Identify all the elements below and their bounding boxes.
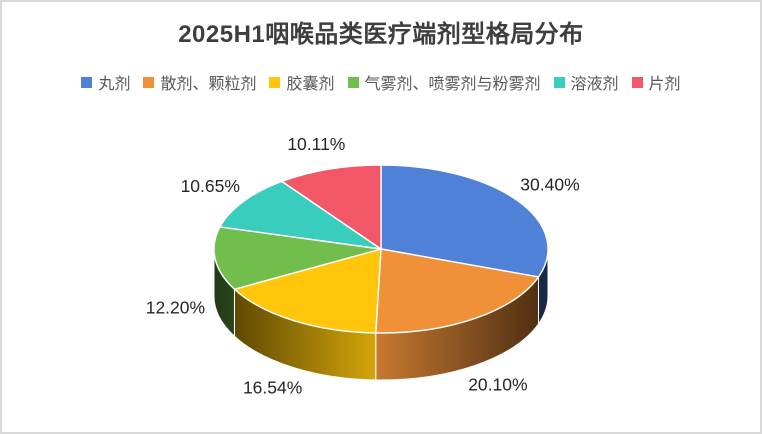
legend-item-0: 丸剂 <box>81 70 130 94</box>
pie-label-0: 30.40% <box>520 175 579 195</box>
chart-legend: 丸剂 散剂、颗粒剂 胶囊剂 气雾剂、喷雾剂与粉雾剂 溶液剂 片剂 <box>2 70 760 94</box>
legend-item-3: 气雾剂、喷雾剂与粉雾剂 <box>347 70 541 94</box>
pie-slice-2 <box>233 248 382 334</box>
legend-item-5: 片剂 <box>631 70 681 94</box>
legend-label: 散剂、颗粒剂 <box>160 76 257 93</box>
legend-item-1: 散剂、颗粒剂 <box>143 70 256 94</box>
legend-label: 气雾剂、喷雾剂与粉雾剂 <box>364 76 541 93</box>
legend-swatch-icon <box>347 76 359 88</box>
pie-slice-4 <box>219 180 382 250</box>
legend-swatch-icon <box>81 76 93 88</box>
pie-slice-1 <box>375 248 540 334</box>
legend-swatch-icon <box>631 76 643 88</box>
pie-label-2: 16.54% <box>243 377 302 397</box>
pie-slice-3 <box>213 226 382 290</box>
legend-label: 丸剂 <box>98 76 131 93</box>
pie-slice-0 <box>380 164 549 278</box>
legend-swatch-icon <box>553 76 565 88</box>
pie-label-5: 10.11% <box>287 134 345 154</box>
legend-swatch-icon <box>269 76 281 88</box>
legend-item-2: 胶囊剂 <box>269 70 335 94</box>
pie-label-3: 12.20% <box>146 297 205 317</box>
legend-item-4: 溶液剂 <box>553 70 619 94</box>
legend-label: 片剂 <box>648 76 681 93</box>
pie-slice-5 <box>281 164 382 250</box>
pie-label-1: 20.10% <box>468 375 527 395</box>
legend-label: 胶囊剂 <box>286 76 335 93</box>
legend-swatch-icon <box>143 76 155 88</box>
pie-label-4: 10.65% <box>181 176 240 196</box>
chart-title: 2025H1咽喉品类医疗端剂型格局分布 <box>178 21 584 48</box>
legend-label: 溶液剂 <box>570 76 619 93</box>
